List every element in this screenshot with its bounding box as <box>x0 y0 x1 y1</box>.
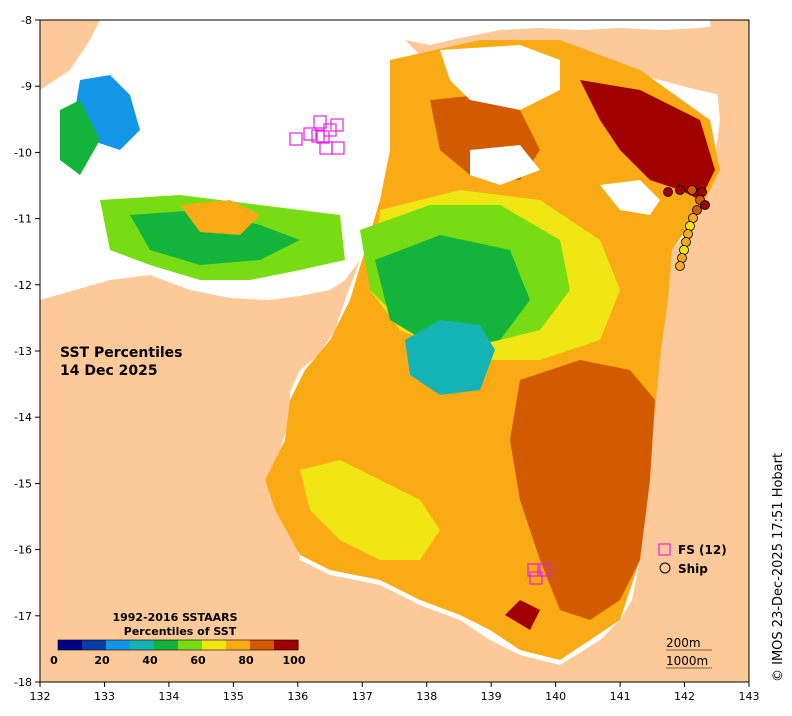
lat-tick-label: -9 <box>21 80 32 93</box>
sst-yellow-gulf <box>300 460 440 560</box>
fs-key-icon <box>658 543 671 556</box>
colorbar-swatch <box>130 640 155 650</box>
legend-title-line2: Percentiles of SST <box>124 625 237 638</box>
sst-dark-red-gulf-se <box>505 600 540 630</box>
colorbar-tick-label: 60 <box>190 654 206 667</box>
fs-station-square <box>303 127 317 141</box>
ship-track-point <box>663 187 673 197</box>
legend-title-line1: 1992-2016 SSTAARS <box>112 611 237 624</box>
fs-station-square <box>316 130 330 144</box>
sst-nw-green-fragments <box>60 100 100 175</box>
lat-tick-label: -10 <box>14 146 32 159</box>
ship-track-point <box>675 261 685 271</box>
fs-station-square <box>313 115 327 129</box>
lat-tick-label: -18 <box>14 676 32 689</box>
lon-tick-label: 142 <box>674 690 695 703</box>
colorbar-labels: 0 20 40 60 80 100 <box>50 654 306 667</box>
lon-tick-label: 134 <box>158 690 179 703</box>
lat-tick-label: -12 <box>14 279 32 292</box>
lat-tick-label: -13 <box>14 345 32 358</box>
ship-track-point <box>683 229 693 239</box>
sst-teal <box>405 320 495 395</box>
lon-tick-label: 136 <box>287 690 308 703</box>
no-data-patch-c <box>470 145 540 185</box>
lat-tick-label: -14 <box>14 411 32 424</box>
lat-tick-label: -11 <box>14 213 32 226</box>
sst-dark-orange <box>510 360 655 620</box>
latitude-axis: -8 -9 -10 -11 -12 -13 -14 -15 -16 -17 -18 <box>14 14 40 689</box>
lon-tick-label: 143 <box>739 690 760 703</box>
fs-station-square <box>529 571 543 585</box>
colorbar-swatch <box>58 640 83 650</box>
lat-tick-label: -17 <box>14 610 32 623</box>
fs-station-square <box>527 563 541 577</box>
sst-green <box>375 235 530 350</box>
land-northern-territory-south <box>40 560 749 682</box>
ship-track-point <box>700 200 710 210</box>
ship-track-point <box>697 187 707 197</box>
colorbar-tick-label: 0 <box>50 654 58 667</box>
colorbar-swatch <box>82 640 107 650</box>
ship-track-point <box>675 185 685 195</box>
colorbar-swatch <box>274 640 299 650</box>
ship-key-icon <box>659 562 671 574</box>
lon-tick-label: 137 <box>352 690 373 703</box>
contour-200m-label: 200m <box>666 636 701 650</box>
map-layers <box>40 20 749 682</box>
lat-tick-label: -15 <box>14 477 32 490</box>
ship-track-point <box>677 253 687 263</box>
fs-station-square <box>323 123 337 137</box>
map-title-line1: SST Percentiles <box>60 345 183 361</box>
colorbar-swatch <box>250 640 275 650</box>
lon-tick-label: 133 <box>94 690 115 703</box>
colorbar-tick-label: 40 <box>142 654 158 667</box>
colorbar-swatch <box>178 640 203 650</box>
lon-tick-label: 132 <box>30 690 51 703</box>
credit-text: © IMOS 23-Dec-2025 17:51 Hobart <box>771 453 786 682</box>
colorbar-swatch <box>154 640 179 650</box>
no-data-patch-ne <box>600 180 660 215</box>
longitude-axis: 132 133 134 135 136 137 138 139 140 141 142 143 <box>30 682 760 703</box>
fs-station-square <box>537 563 551 577</box>
ship-track-point <box>679 245 689 255</box>
fs-station-markers <box>289 115 551 585</box>
colorbar-swatch <box>202 640 227 650</box>
fs-station-square <box>330 118 344 132</box>
sst-orange-fragments-north <box>180 200 260 235</box>
map-title-line2: 14 Dec 2025 <box>60 363 158 379</box>
lon-tick-label: 141 <box>610 690 631 703</box>
colorbar-frame <box>57 639 299 651</box>
ship-track-point <box>685 221 695 231</box>
colorbar-tick-label: 20 <box>94 654 110 667</box>
colorbar-tick-label: 80 <box>238 654 254 667</box>
fs-station-square <box>331 141 345 155</box>
no-data-patch-north <box>440 45 560 110</box>
ship-track-point <box>681 237 691 247</box>
land-small-island <box>40 20 100 90</box>
lon-tick-label: 139 <box>481 690 502 703</box>
sst-dark-red-ne <box>580 80 715 200</box>
lat-tick-label: -8 <box>21 14 32 27</box>
fs-key-label: FS (12) <box>678 543 727 557</box>
lon-tick-label: 140 <box>545 690 566 703</box>
ship-key-label: Ship <box>678 562 708 576</box>
ship-track-point <box>687 185 697 195</box>
sst-north-green-fragments <box>130 210 300 265</box>
lat-tick-label: -16 <box>14 544 32 557</box>
ship-track-markers <box>663 185 710 271</box>
land-northern-territory <box>40 260 360 560</box>
colorbar-swatch <box>226 640 251 650</box>
fs-station-square <box>289 132 303 146</box>
ship-track-point <box>692 205 702 215</box>
contour-1000m-label: 1000m <box>666 654 708 668</box>
colorbar-tick-label: 100 <box>283 654 306 667</box>
lon-tick-label: 138 <box>416 690 437 703</box>
colorbar <box>57 639 299 651</box>
lon-tick-label: 135 <box>223 690 244 703</box>
colorbar-swatch <box>106 640 131 650</box>
